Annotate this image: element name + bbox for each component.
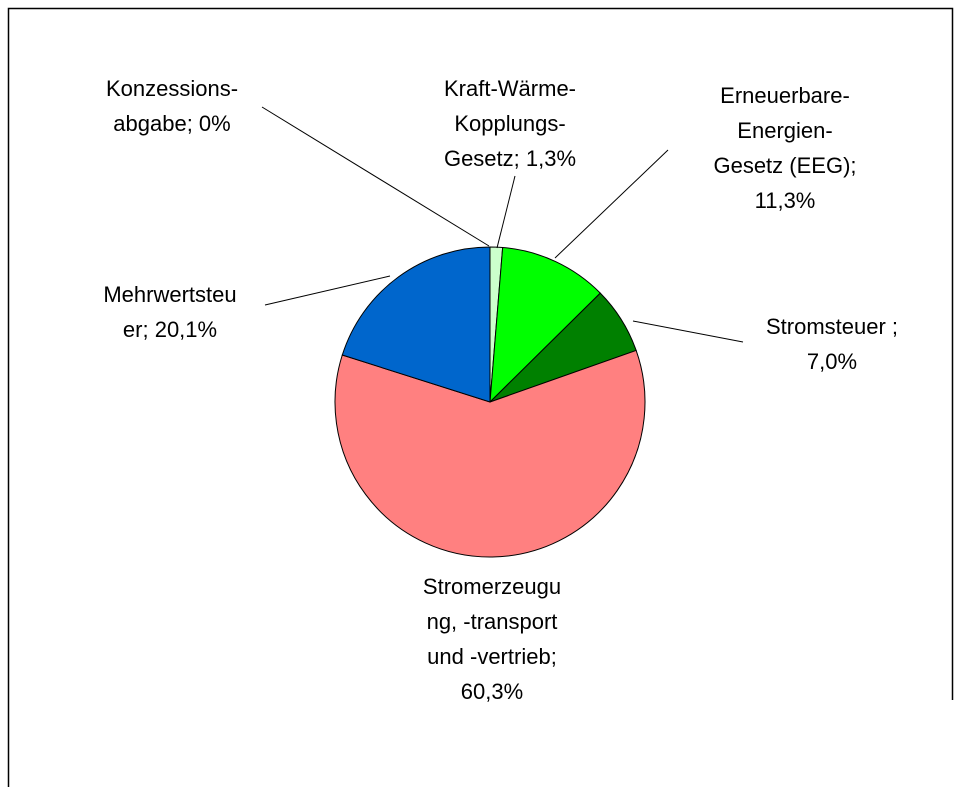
data-label-part: Energien-	[737, 118, 832, 143]
data-label-part: Kraft-Wärme-	[444, 76, 576, 101]
pie-slice	[489, 246, 601, 404]
data-label-part: Stromsteuer	[766, 314, 892, 339]
data-label-part: 20,1%	[155, 317, 217, 342]
data-label: 11,3%	[755, 188, 816, 213]
data-label-part: ;	[514, 146, 526, 171]
chart-frame	[7, 7, 954, 787]
data-label-part: Gesetz (EEG)	[713, 153, 850, 178]
data-label: er; 20,1%	[123, 317, 217, 342]
data-label-part: Mehrwertsteu	[103, 282, 236, 307]
pie-slice	[334, 349, 646, 558]
leader-line	[261, 106, 490, 247]
data-label-part: ;	[142, 317, 154, 342]
data-label: und -vertrieb;	[427, 644, 557, 669]
data-label-part: ;	[187, 111, 199, 136]
data-label-part: ng, -transport	[427, 609, 558, 634]
data-label: Stromsteuer ;	[766, 314, 898, 339]
data-label-part: 11,3%	[755, 188, 816, 213]
data-label: Konzessions-	[106, 76, 238, 101]
data-label: Energien-	[737, 118, 832, 143]
data-label: ng, -transport	[427, 609, 558, 634]
data-label: Kopplungs-	[454, 111, 565, 136]
data-label-part: Gesetz	[444, 146, 514, 171]
leader-line	[496, 175, 516, 249]
data-label: 7,0%	[807, 349, 857, 374]
pie-slice	[341, 246, 491, 403]
data-label-part: er	[123, 317, 143, 342]
data-label: Stromerzeugu	[423, 574, 561, 599]
data-label: Mehrwertsteu	[103, 282, 236, 307]
data-label: Kraft-Wärme-	[444, 76, 576, 101]
data-label-part: und -vertrieb	[427, 644, 551, 669]
data-label-part: ;	[892, 314, 898, 339]
data-label-part: Kopplungs-	[454, 111, 565, 136]
data-label-part: Erneuerbare-	[720, 83, 850, 108]
data-label: Gesetz; 1,3%	[444, 146, 576, 171]
leader-line	[632, 320, 744, 343]
data-label: abgabe; 0%	[113, 111, 230, 136]
data-label-part: Konzessions-	[106, 76, 238, 101]
data-label-part: 60,3%	[461, 679, 523, 704]
leader-line	[554, 149, 669, 259]
data-label-part: ;	[551, 644, 557, 669]
data-label-part: 7,0%	[807, 349, 857, 374]
data-label-part: 0%	[199, 111, 231, 136]
data-label: Gesetz (EEG);	[713, 153, 856, 178]
data-label-part: Stromerzeugu	[423, 574, 561, 599]
leader-line	[264, 275, 391, 306]
data-label-part: ;	[850, 153, 856, 178]
data-label-part: abgabe	[113, 111, 186, 136]
data-label: Erneuerbare-	[720, 83, 850, 108]
data-label-part: 1,3%	[526, 146, 576, 171]
data-label: 60,3%	[461, 679, 523, 704]
